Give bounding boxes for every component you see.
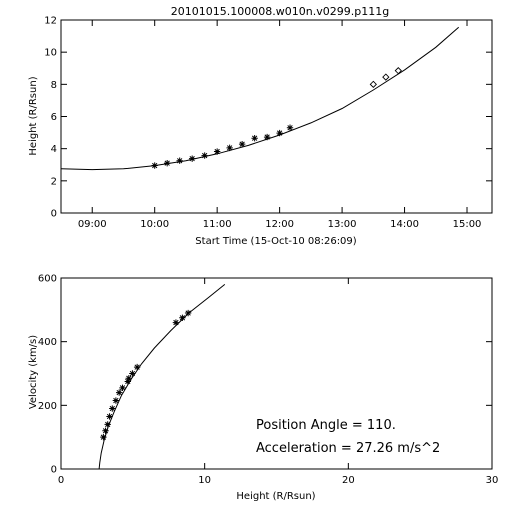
x-tick-label: 10 — [198, 475, 211, 486]
y-tick-label: 8 — [51, 80, 57, 91]
fit-curve-bottom — [98, 284, 226, 470]
plot-frame-top — [60, 19, 493, 214]
x-tick-label: 30 — [486, 475, 499, 486]
y-axis-label-top: Height (R/Rsun) — [28, 76, 39, 155]
diamond-point — [369, 80, 377, 88]
asterisk-point — [286, 124, 294, 131]
y-axis-label-bottom: Velocity (km/s) — [28, 335, 39, 409]
x-axis-label-bottom: Height (R/Rsun) — [236, 491, 315, 502]
fit-curve-top — [60, 26, 460, 171]
x-tick-label: 15:00 — [453, 219, 482, 230]
asterisk-point — [109, 405, 116, 412]
diamond-point — [382, 73, 390, 81]
velocity-height-panel: 0 10 20 30 0 200 400 600 Height (R/Rsun) Veloc… — [28, 274, 498, 503]
x-tick-label: 20 — [342, 475, 355, 486]
position-angle-annotation: Position Angle = 110. — [256, 418, 396, 433]
asterisk-point — [106, 413, 113, 420]
asterisk-point — [201, 152, 208, 159]
asterisk-point — [276, 129, 283, 137]
data-points-bottom — [100, 309, 192, 441]
asterisk-point — [129, 370, 136, 377]
asterisk-point — [125, 375, 133, 382]
asterisk-point — [163, 159, 171, 167]
y-tick-label: 6 — [51, 112, 57, 123]
asterisk-point — [263, 133, 271, 141]
y-tick-label: 10 — [44, 48, 57, 59]
asterisk-point — [133, 363, 141, 371]
height-time-panel: 20101015.100008.w010n.v0299.p111g 09:00 1… — [28, 5, 493, 247]
chart-title: 20101015.100008.w010n.v0299.p111g — [171, 5, 389, 18]
x-tick-label: 10:00 — [140, 219, 169, 230]
y-tick-label: 200 — [38, 401, 57, 412]
x-axis-label-top: Start Time (15-Oct-10 08:26:09) — [195, 236, 356, 247]
asterisk-point — [115, 389, 123, 396]
y-axis-ticks-top: 0 2 4 6 8 10 12 — [44, 16, 492, 220]
data-points-top — [151, 67, 402, 169]
y-tick-label: 12 — [44, 16, 57, 27]
asterisk-point — [251, 135, 258, 142]
acceleration-annotation: Acceleration = 27.26 m/s^2 — [256, 441, 440, 456]
x-tick-label: 11:00 — [203, 219, 232, 230]
asterisk-point — [100, 433, 107, 441]
y-tick-label: 600 — [38, 274, 57, 285]
asterisk-point — [119, 384, 126, 392]
y-tick-label: 4 — [51, 144, 57, 155]
x-axis-ticks-bottom: 0 10 20 30 — [58, 278, 499, 486]
x-tick-label: 14:00 — [390, 219, 419, 230]
asterisk-point — [226, 144, 233, 152]
y-tick-label: 400 — [38, 337, 57, 348]
x-axis-ticks-top: 09:00 10:00 11:00 12:00 13:00 14:00 15:00 — [78, 20, 482, 230]
asterisk-point — [104, 421, 111, 428]
y-axis-ticks-bottom: 0 200 400 600 — [38, 274, 492, 476]
asterisk-point — [184, 309, 192, 317]
asterisk-point — [238, 140, 246, 148]
fit-curve-line — [60, 26, 460, 171]
asterisk-point — [172, 319, 180, 326]
asterisk-point — [213, 148, 221, 155]
y-tick-label: 0 — [51, 209, 57, 220]
asterisk-point — [188, 155, 196, 162]
plot-frame-bottom — [60, 277, 493, 470]
y-tick-label: 0 — [51, 465, 57, 476]
asterisk-point — [112, 397, 120, 404]
asterisk-point — [176, 157, 183, 164]
x-tick-label: 09:00 — [78, 219, 107, 230]
y-tick-label: 2 — [51, 176, 57, 187]
fit-curve-line — [98, 284, 226, 470]
asterisk-point — [102, 427, 109, 434]
asterisk-point — [124, 378, 132, 385]
asterisk-point — [179, 314, 186, 321]
x-tick-label: 12:00 — [265, 219, 294, 230]
diamond-point — [394, 67, 402, 75]
x-tick-label: 13:00 — [328, 219, 357, 230]
x-tick-label: 0 — [58, 475, 64, 486]
asterisk-point — [151, 162, 158, 169]
